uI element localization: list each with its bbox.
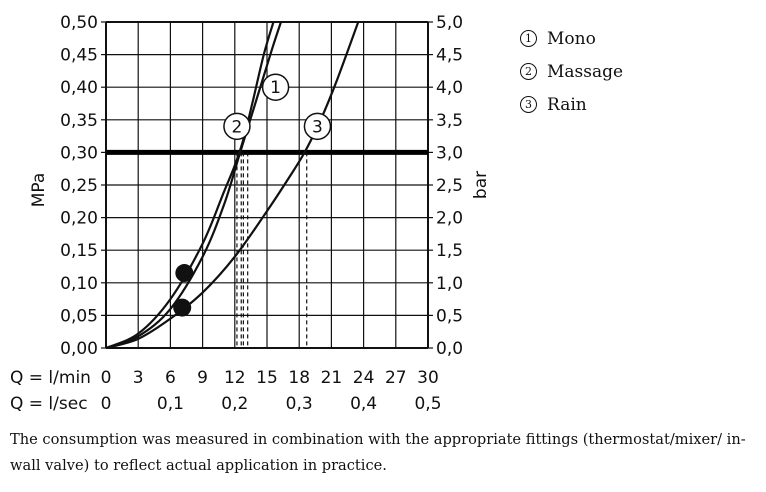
x-tick-label-flow: 9 — [197, 368, 208, 388]
series-markers: 1 2 3 — [223, 73, 332, 141]
legend-label: Mono — [547, 28, 596, 49]
y-tick-label-right: 4,5 — [436, 46, 463, 66]
y-tick-label-right: 5,0 — [436, 13, 463, 33]
legend-number-badge: 3 — [520, 96, 537, 113]
x-tick-label-flow: 27 — [385, 368, 407, 388]
y-tick-label-right: 0,0 — [436, 339, 463, 359]
y-tick-label-right: 4,0 — [436, 78, 463, 98]
series-curves — [105, 21, 360, 350]
y-axis-left-label: MPa — [29, 173, 49, 208]
x-tick-label-sec: 0,5 — [414, 394, 441, 414]
series-label-2: 2 — [232, 117, 243, 137]
series-label-circle-3 — [303, 112, 332, 141]
series-label-circle-1 — [261, 73, 290, 101]
y-tick-label-right: 1,0 — [436, 274, 463, 294]
data-point — [175, 264, 194, 283]
x-tick-label-sec: 0,2 — [221, 394, 248, 414]
y-tick-label-left: 0,35 — [60, 111, 98, 131]
y-tick-label-right: 2,0 — [436, 209, 463, 229]
x-tick-label-flow: 24 — [353, 368, 375, 388]
x-tick-label-sec: 0,3 — [286, 394, 313, 414]
x-tick-label-flow: 6 — [165, 368, 176, 388]
x-axis-sec-label: Q = l/sec — [10, 394, 88, 414]
series-label-1: 1 — [270, 78, 281, 98]
y-tick-label-right: 3,0 — [436, 143, 463, 163]
x-tick-label-sec: 0,4 — [350, 394, 377, 414]
legend-item-mono: 1 Mono — [520, 22, 623, 55]
x-tick-label-flow: 3 — [133, 368, 144, 388]
footnote: The consumption was measured in combinat… — [10, 431, 746, 474]
legend-label: Massage — [547, 61, 624, 82]
legend-item-rain: 3 Rain — [520, 88, 623, 121]
tick-labels: 0,000,050,100,150,200,250,300,350,400,45… — [60, 13, 463, 414]
series-line-1 — [105, 21, 282, 350]
y-tick-label-left: 0,20 — [60, 209, 98, 229]
legend-number-badge: 1 — [520, 30, 537, 47]
y-tick-label-left: 0,30 — [60, 143, 98, 163]
series-label-circle-2 — [223, 112, 251, 141]
series-line-3 — [105, 21, 360, 350]
x-tick-label-flow: 15 — [256, 368, 278, 388]
x-tick-label-flow: 30 — [417, 368, 439, 388]
y-tick-label-right: 1,5 — [436, 241, 463, 261]
series-line-2 — [105, 21, 275, 350]
dashed-guides — [236, 152, 308, 348]
series-label-3: 3 — [312, 117, 323, 137]
y-tick-label-right: 2,5 — [436, 176, 463, 196]
chart-legend: 1 Mono 2 Massage 3 Rain — [520, 22, 623, 121]
y-tick-label-left: 0,50 — [60, 13, 98, 33]
legend-label: Rain — [547, 94, 587, 115]
x-tick-label-flow: 0 — [101, 368, 112, 388]
y-tick-label-left: 0,00 — [60, 339, 98, 359]
y-tick-label-left: 0,45 — [60, 46, 98, 66]
data-point — [173, 298, 192, 317]
x-tick-label-sec: 0,1 — [157, 394, 184, 414]
pressure-flow-chart: 12 3 0,000,050,100,150,200,250,300,350,40… — [10, 13, 491, 414]
x-axis-flow-label: Q = l/min — [10, 368, 91, 388]
y-tick-label-left: 0,25 — [60, 176, 98, 196]
y-tick-label-left: 0,40 — [60, 78, 98, 98]
legend-number-badge: 2 — [520, 63, 537, 80]
x-tick-label-flow: 21 — [321, 368, 343, 388]
chart-grid — [101, 21, 433, 349]
y-axis-right-label: bar — [471, 171, 491, 199]
x-tick-label-sec: 0 — [101, 394, 112, 414]
y-tick-label-left: 0,15 — [60, 241, 98, 261]
legend-item-massage: 2 Massage — [520, 55, 623, 88]
y-tick-label-left: 0,05 — [60, 306, 98, 326]
x-tick-label-flow: 12 — [224, 368, 246, 388]
x-tick-label-flow: 18 — [288, 368, 310, 388]
y-tick-label-right: 0,5 — [436, 306, 463, 326]
y-tick-label-right: 3,5 — [436, 111, 463, 131]
y-tick-label-left: 0,10 — [60, 274, 98, 294]
data-points — [173, 264, 194, 317]
